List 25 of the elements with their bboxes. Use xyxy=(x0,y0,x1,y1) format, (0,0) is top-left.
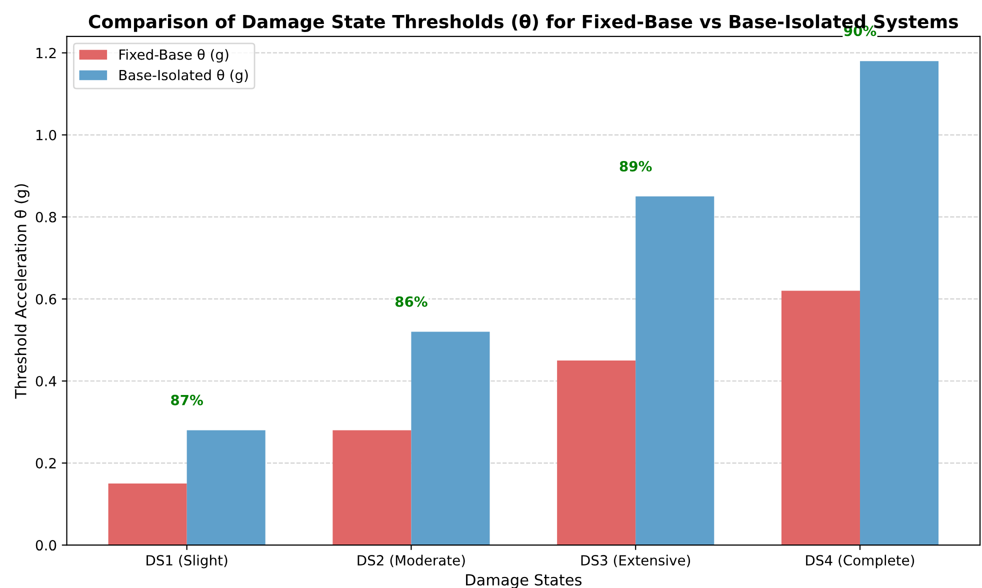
annotation: 86% xyxy=(395,296,428,307)
annotation: 87% xyxy=(171,394,204,406)
y-tick-label: 0.2 xyxy=(36,458,56,469)
bar xyxy=(636,196,714,546)
bar xyxy=(781,290,860,546)
x-tick-label: DS2 (Moderate) xyxy=(358,554,465,568)
bar xyxy=(332,430,412,546)
bar xyxy=(411,332,490,546)
y-tick-label: 0.6 xyxy=(36,294,56,304)
bar xyxy=(860,61,939,546)
y-tick-label: 0.0 xyxy=(36,540,56,551)
y-axis-title: Threshold Acceleration θ (g) xyxy=(14,184,30,399)
y-tick-label: 1.0 xyxy=(36,130,56,140)
x-tick-label: DS4 (Complete) xyxy=(806,554,914,568)
legend-label: Fixed-Base θ (g) xyxy=(120,48,228,63)
x-tick-label: DS1 (Slight) xyxy=(146,554,228,568)
x-tick-label: DS3 (Extensive) xyxy=(581,554,690,568)
bar xyxy=(557,360,636,546)
y-tick-label: 0.8 xyxy=(36,212,56,222)
legend-label: Base-Isolated θ (g) xyxy=(120,69,248,83)
y-tick-label: 1.2 xyxy=(36,48,56,58)
bar xyxy=(186,430,266,546)
annotation: 89% xyxy=(620,161,652,172)
bar xyxy=(108,484,187,546)
y-tick-label: 0.4 xyxy=(36,376,56,386)
